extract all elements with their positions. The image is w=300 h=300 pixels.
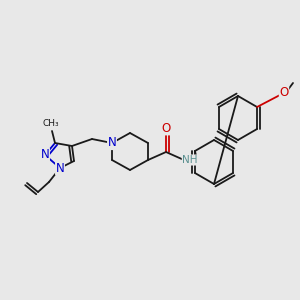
Text: N: N: [40, 148, 50, 161]
Text: NH: NH: [182, 155, 198, 165]
Text: N: N: [108, 136, 116, 149]
Text: N: N: [56, 161, 64, 175]
Text: O: O: [279, 85, 289, 98]
Text: O: O: [161, 122, 171, 134]
Text: CH₃: CH₃: [43, 118, 59, 127]
